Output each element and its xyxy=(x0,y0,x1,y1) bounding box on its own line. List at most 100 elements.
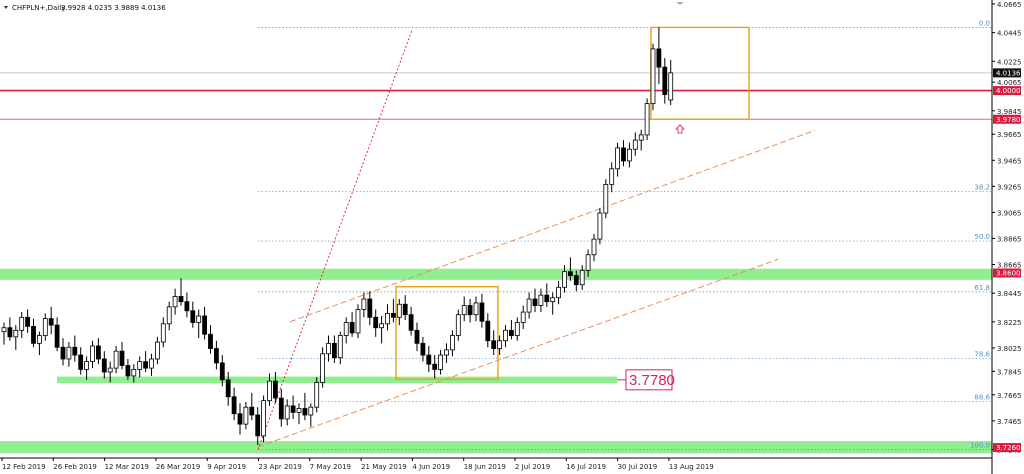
chart-header: CHFPLN+,Daily 3.9928 4.0235 3.9889 4.013… xyxy=(4,4,166,12)
fib-label: 78.6 xyxy=(974,350,990,358)
horizontal-levels xyxy=(0,72,992,120)
chart-shift-marker-icon xyxy=(676,2,684,5)
support-annotation-label: 3.7780 xyxy=(629,372,675,389)
candle-body xyxy=(308,406,314,416)
fibonacci-levels: 0.0 38.2 50.0 61.8 78.6 88.6 100.0 xyxy=(258,19,992,450)
candle-body xyxy=(31,326,36,344)
time-tick-label: 23 Apr 2019 xyxy=(259,463,302,471)
candle-body xyxy=(485,320,491,342)
price-tick-label: 3.8445 xyxy=(997,290,1022,298)
candle-body xyxy=(60,346,66,360)
candle-body xyxy=(538,294,544,306)
dropdown-arrow-icon[interactable] xyxy=(4,6,8,9)
candle-body xyxy=(48,318,54,326)
time-tick-label: 2 Jul 2019 xyxy=(515,463,550,471)
candle-body xyxy=(544,294,550,303)
candle-body xyxy=(627,148,632,162)
time-tick-label: 12 Feb 2019 xyxy=(2,463,46,471)
fib-label: 61.8 xyxy=(974,284,990,292)
candle-body xyxy=(225,379,231,398)
candle-body xyxy=(96,345,101,360)
candle-body xyxy=(166,306,172,325)
price-tag xyxy=(993,86,1021,96)
candle-body xyxy=(284,405,290,420)
candle-body xyxy=(579,269,585,286)
price-tick-label: 3.9265 xyxy=(997,183,1022,191)
fib-label: 38.2 xyxy=(974,184,990,192)
support-zone-low xyxy=(0,441,992,454)
fib-label: 88.6 xyxy=(974,393,990,401)
candle-body xyxy=(243,406,249,425)
candle-body xyxy=(432,363,438,370)
time-tick-label: 26 Mar 2019 xyxy=(156,463,200,471)
price-tick-label: 3.7845 xyxy=(997,368,1022,376)
candle-body xyxy=(503,329,508,342)
candle-body xyxy=(632,139,638,150)
candle-body xyxy=(591,238,597,256)
candle-body xyxy=(160,323,166,343)
candle-body xyxy=(231,396,237,415)
price-tag xyxy=(993,443,1021,453)
candle-body xyxy=(1,327,7,333)
price-tick-label: 4.0065 xyxy=(997,79,1022,87)
time-tick-label: 4 Jun 2019 xyxy=(412,463,450,471)
price-axis: 4.0665 4.0445 4.0225 4.0065 3.9845 3.9665 3.94… xyxy=(991,0,1022,474)
candle-body xyxy=(396,303,402,318)
candle-body xyxy=(19,316,25,331)
price-tag-label: 4.0000 xyxy=(996,87,1021,95)
candle-body xyxy=(491,340,497,349)
candle-body xyxy=(479,302,485,322)
candle-body xyxy=(125,365,131,377)
time-tick-label: 30 Jul 2019 xyxy=(618,463,658,471)
price-tick-label: 3.8865 xyxy=(997,235,1022,243)
price-tick-label: 3.9665 xyxy=(997,131,1022,139)
candle-body xyxy=(42,318,48,336)
time-tick-label: 12 Mar 2019 xyxy=(105,463,149,471)
candle-body xyxy=(290,405,296,413)
candle-body xyxy=(662,66,668,95)
candle-body xyxy=(208,333,213,349)
candle-body xyxy=(143,361,149,369)
time-tick-label: 16 Jul 2019 xyxy=(566,463,606,471)
candle-body xyxy=(455,314,461,336)
candle-body xyxy=(137,361,143,370)
candle-body xyxy=(7,327,13,338)
price-tick-label: 3.9465 xyxy=(997,157,1022,165)
candle-body xyxy=(178,296,184,303)
candle-body xyxy=(556,286,561,299)
candle-body xyxy=(66,346,72,360)
candle-body xyxy=(402,303,408,316)
candle-body xyxy=(597,212,603,240)
candle-body xyxy=(302,408,308,416)
time-tick-label: 7 May 2019 xyxy=(310,463,351,471)
support-annotation-box xyxy=(625,369,673,391)
price-tag-label: 3.8600 xyxy=(996,269,1021,277)
symbol-label: CHFPLN+,Daily xyxy=(12,4,65,12)
candle-body xyxy=(267,380,272,402)
candle-body xyxy=(467,305,473,316)
candle-body xyxy=(408,314,414,331)
candle-body xyxy=(390,312,396,318)
candle-body xyxy=(373,316,379,329)
candle-body xyxy=(213,348,219,364)
fib-label: 100.0 xyxy=(970,442,990,450)
candle-body xyxy=(184,301,190,312)
candle-body xyxy=(90,345,95,362)
candle-body xyxy=(320,353,326,383)
candle-body xyxy=(13,329,19,338)
candle-body xyxy=(107,367,113,373)
candle-body xyxy=(621,147,626,162)
candle-body xyxy=(573,275,579,286)
candle-body xyxy=(609,168,615,185)
candle-body xyxy=(361,298,367,310)
price-tick-label: 3.9065 xyxy=(997,209,1022,217)
support-zone-mid xyxy=(57,376,617,384)
candle-body xyxy=(119,350,125,366)
candle-body xyxy=(314,382,320,408)
candle-body xyxy=(420,342,426,356)
candle-body xyxy=(585,254,591,271)
candle-body xyxy=(278,397,284,420)
candle-body xyxy=(473,302,479,316)
